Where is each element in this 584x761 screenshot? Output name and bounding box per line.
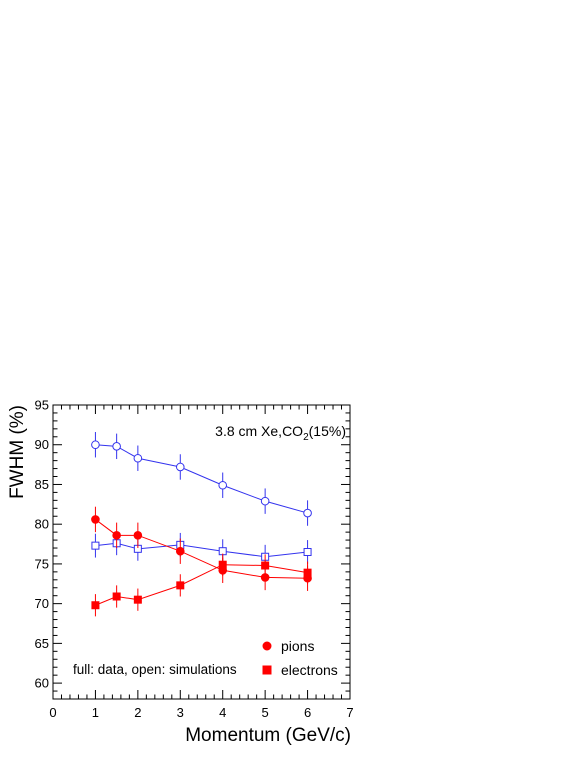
data-point xyxy=(112,592,121,601)
data-point xyxy=(91,440,100,450)
x-tick-label: 0 xyxy=(49,705,56,720)
data-point xyxy=(261,561,270,570)
data-point xyxy=(303,568,312,577)
annotation-prefix: 3.8 cm Xe,CO xyxy=(215,423,303,439)
y-tick-label: 70 xyxy=(35,596,49,611)
y-tick-label: 60 xyxy=(35,676,49,691)
data-point xyxy=(218,480,228,490)
data-point xyxy=(91,541,100,550)
data-point xyxy=(133,453,143,463)
data-point xyxy=(303,508,312,518)
legend-circle-marker xyxy=(262,641,272,651)
y-tick-label: 75 xyxy=(35,556,49,571)
series-line xyxy=(95,519,308,579)
x-axis-label: Momentum (GeV/c) xyxy=(185,725,351,746)
x-tick-label: 4 xyxy=(219,705,226,720)
data-point xyxy=(176,581,185,590)
data-point xyxy=(112,442,121,451)
data-point xyxy=(133,531,143,540)
series-line xyxy=(95,542,308,558)
x-tick-label: 1 xyxy=(92,705,99,720)
data-point xyxy=(303,548,312,556)
data-point xyxy=(218,560,227,569)
data-point xyxy=(175,546,185,556)
data-point xyxy=(260,496,270,506)
series-line xyxy=(95,564,308,606)
annotation-subscript: 2 xyxy=(303,432,309,443)
x-tick-label: 5 xyxy=(262,705,269,720)
series-sim-electrons xyxy=(91,531,312,569)
data-point xyxy=(91,601,100,610)
y-tick-label: 85 xyxy=(35,477,49,492)
y-tick-label: 80 xyxy=(35,517,49,532)
data-point xyxy=(133,595,142,604)
series-line xyxy=(95,444,308,514)
data-point xyxy=(112,531,121,540)
legend: pions electrons xyxy=(262,638,338,678)
y-tick-label: 65 xyxy=(35,636,49,651)
series-sim-pions xyxy=(91,432,312,526)
x-tick-label: 3 xyxy=(177,705,184,720)
y-tick-label: 90 xyxy=(35,437,49,452)
x-tick-label: 2 xyxy=(134,705,141,720)
y-axis-label: FWHM (%) xyxy=(7,405,28,499)
legend-label: electrons xyxy=(281,662,338,678)
plot-frame xyxy=(52,404,351,700)
series-data-pions xyxy=(91,506,312,591)
legend-label: pions xyxy=(281,638,314,654)
data-point xyxy=(175,462,185,472)
series-data-electrons xyxy=(91,553,312,617)
x-tick-label: 7 xyxy=(346,705,353,720)
data-simulation-note: full: data, open: simulations xyxy=(73,662,237,677)
data-series xyxy=(91,432,312,617)
x-tick-label: 6 xyxy=(304,705,311,720)
annotation-suffix: (15%) xyxy=(309,423,346,439)
chamber-annotation: 3.8 cm Xe,CO2(15%) xyxy=(215,423,346,443)
y-tick-label: 95 xyxy=(35,398,49,413)
data-point xyxy=(91,515,100,524)
legend-square-marker xyxy=(262,665,272,675)
axis-ticks: 0 1 2 3 4 5 6 7 60 65 70 75 80 85 90 95 xyxy=(35,398,354,721)
